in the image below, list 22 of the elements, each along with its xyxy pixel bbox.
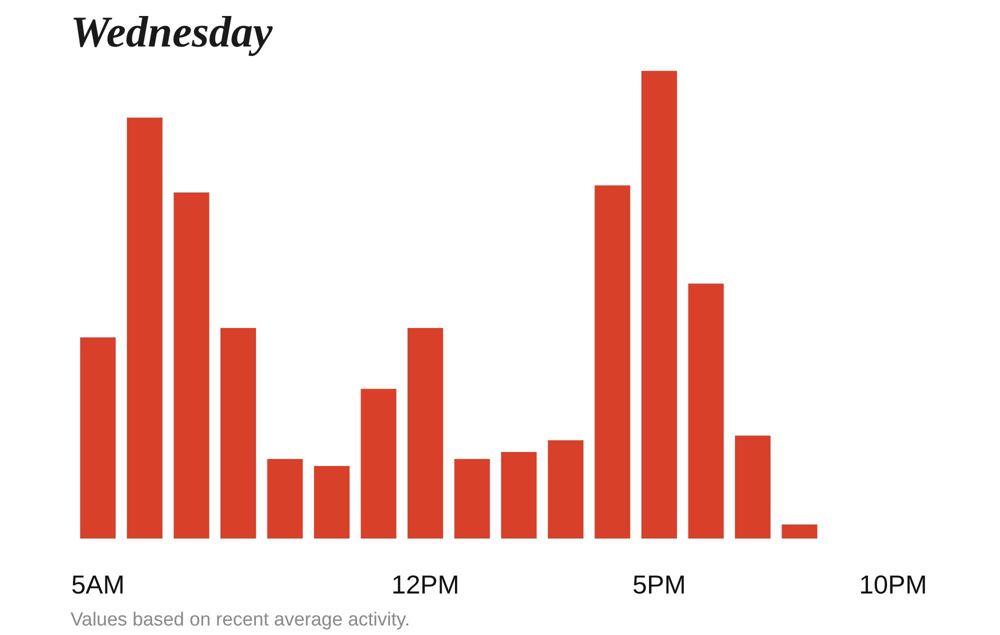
bar	[360, 388, 396, 538]
bar	[126, 118, 162, 538]
bar	[734, 436, 771, 538]
bar	[548, 440, 584, 538]
bar	[594, 185, 630, 538]
text: Values based on recent average activity.	[70, 610, 410, 630]
bar	[641, 70, 677, 538]
x-tick-label: 10PM	[859, 570, 928, 600]
bar	[454, 459, 490, 538]
bar	[174, 192, 210, 538]
bar	[782, 524, 818, 538]
x-tick-label: 5PM	[632, 570, 686, 600]
x-tick-label: 5AM	[71, 570, 125, 600]
bar	[501, 452, 537, 538]
chart-title: Wednesday	[70, 8, 274, 56]
bar	[220, 328, 256, 538]
bar	[80, 337, 116, 538]
bar	[314, 466, 350, 538]
bar	[267, 459, 303, 538]
bar	[408, 328, 444, 538]
bar	[688, 284, 724, 538]
x-tick-label: 12PM	[391, 570, 460, 600]
